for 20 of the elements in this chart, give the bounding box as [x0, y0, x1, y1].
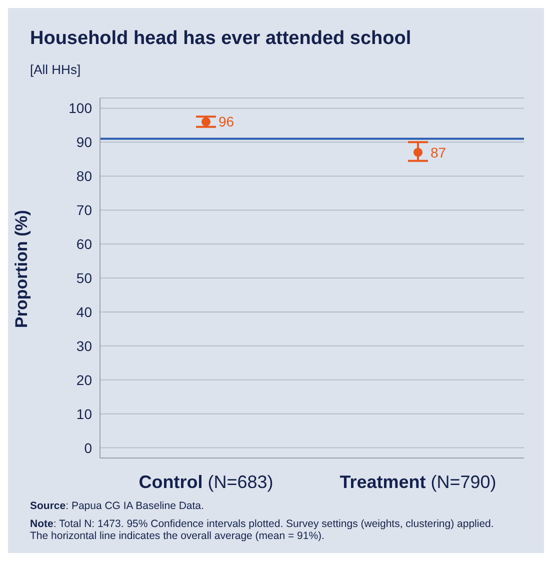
data-label: 96	[218, 114, 234, 130]
y-tick-label: 10	[76, 406, 92, 422]
y-tick-label: 70	[76, 202, 92, 218]
y-tick-label: 100	[68, 100, 92, 116]
source-note: Source: Papua CG IA Baseline Data.	[30, 500, 205, 512]
y-tick-label: 40	[76, 304, 92, 320]
chart-subtitle: [All HHs]	[30, 62, 81, 77]
data-label: 87	[430, 144, 446, 160]
x-tick-label: Control (N=683)	[138, 472, 274, 492]
y-tick-label: 60	[76, 236, 92, 252]
x-tick-label: Treatment (N=790)	[340, 472, 496, 492]
y-tick-label: 30	[76, 338, 92, 354]
text: Note: Total N: 1473. 95% Confidence intervals plotted. Survey settings (weights, clustering) applied. The horizontal line indicates the overall average (mean = 91%).	[30, 518, 495, 542]
chart-title: Household head has ever attended school	[30, 28, 412, 50]
y-tick-label: 80	[76, 168, 92, 184]
y-tick-label: 90	[76, 134, 92, 150]
y-tick-label: 0	[84, 440, 92, 456]
y-axis-title: Proportion (%)	[12, 210, 32, 328]
y-tick-label: 50	[76, 270, 92, 286]
y-tick-label: 20	[76, 372, 92, 388]
